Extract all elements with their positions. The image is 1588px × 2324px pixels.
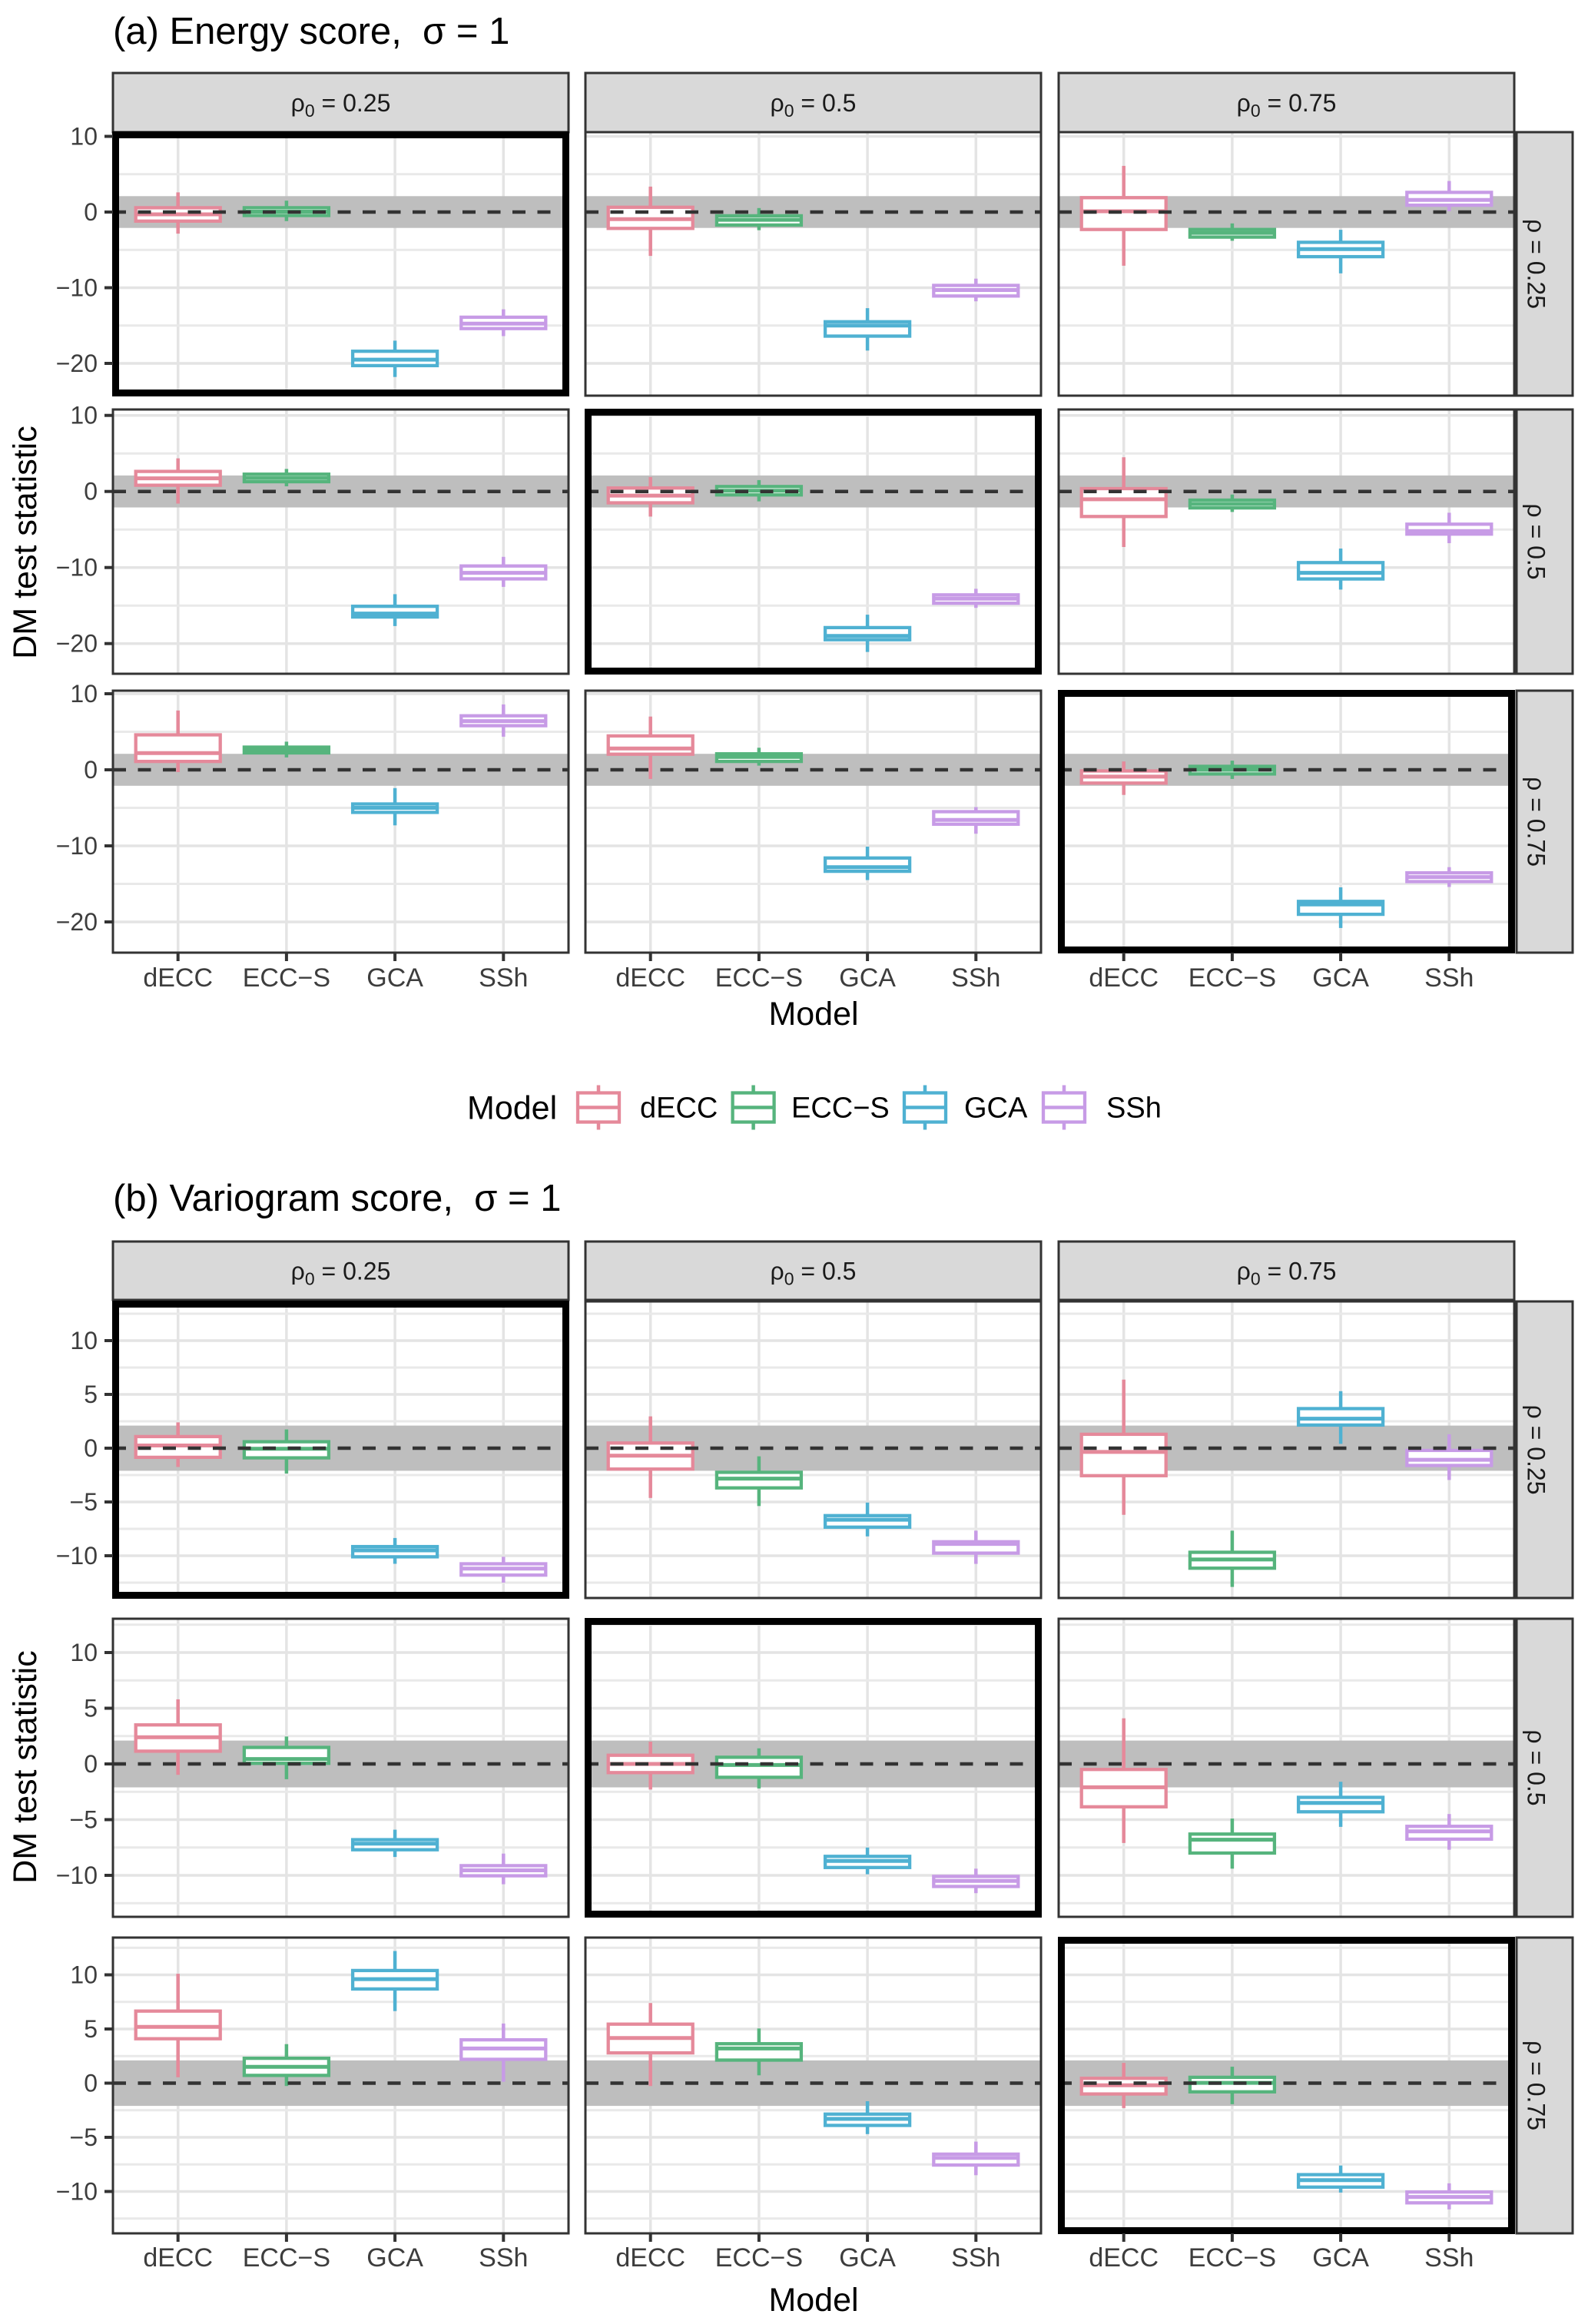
svg-text:ECC−S: ECC−S <box>1189 963 1276 993</box>
svg-text:DM test statistic: DM test statistic <box>7 426 44 658</box>
svg-text:0: 0 <box>84 756 98 784</box>
svg-text:SSh: SSh <box>479 2243 528 2273</box>
svg-text:−5: −5 <box>70 1806 98 1834</box>
svg-text:SSh: SSh <box>1424 963 1474 993</box>
svg-text:−20: −20 <box>56 630 98 658</box>
svg-text:5: 5 <box>84 1695 98 1722</box>
svg-text:ECC−S: ECC−S <box>243 2243 330 2273</box>
svg-text:ECC−S: ECC−S <box>715 963 803 993</box>
svg-text:ECC−S: ECC−S <box>243 963 330 993</box>
svg-text:SSh: SSh <box>951 963 1000 993</box>
svg-text:ρ0 = 0.5: ρ0 = 0.5 <box>771 1258 857 1289</box>
svg-text:ρ0 = 0.25: ρ0 = 0.25 <box>291 1258 391 1289</box>
svg-text:ρ = 0.5: ρ = 0.5 <box>1523 503 1550 579</box>
svg-text:ρ0 = 0.5: ρ0 = 0.5 <box>771 89 857 121</box>
svg-text:ECC−S: ECC−S <box>1189 2243 1276 2273</box>
svg-text:ρ0 = 0.25: ρ0 = 0.25 <box>291 89 391 121</box>
svg-text:(a) Energy score, σ = 1: (a) Energy score, σ = 1 <box>113 11 509 52</box>
svg-text:dECC: dECC <box>143 2243 213 2273</box>
svg-text:ρ = 0.75: ρ = 0.75 <box>1523 2041 1550 2130</box>
svg-text:−20: −20 <box>56 350 98 377</box>
svg-text:ρ = 0.25: ρ = 0.25 <box>1523 1405 1550 1495</box>
svg-text:Model: Model <box>768 996 858 1033</box>
svg-text:dECC: dECC <box>143 963 213 993</box>
svg-text:5: 5 <box>84 1381 98 1408</box>
svg-text:−5: −5 <box>70 2123 98 2151</box>
svg-text:−10: −10 <box>56 554 98 582</box>
svg-text:GCA: GCA <box>366 2243 423 2273</box>
svg-text:Model: Model <box>768 2282 858 2319</box>
svg-text:10: 10 <box>70 1327 98 1354</box>
svg-text:−10: −10 <box>56 2178 98 2206</box>
svg-text:(b) Variogram score, σ = 1: (b) Variogram score, σ = 1 <box>113 1178 562 1219</box>
svg-text:0: 0 <box>84 2070 98 2097</box>
svg-text:5: 5 <box>84 2015 98 2043</box>
svg-text:SSh: SSh <box>1106 1092 1162 1125</box>
svg-text:GCA: GCA <box>964 1092 1028 1125</box>
svg-text:ρ = 0.75: ρ = 0.75 <box>1523 777 1550 867</box>
svg-text:−10: −10 <box>56 1862 98 1889</box>
svg-text:ρ = 0.25: ρ = 0.25 <box>1523 219 1550 309</box>
svg-text:0: 0 <box>84 1434 98 1462</box>
svg-text:−10: −10 <box>56 832 98 860</box>
svg-text:GCA: GCA <box>839 963 896 993</box>
svg-text:ρ0 = 0.75: ρ0 = 0.75 <box>1237 89 1337 121</box>
svg-text:GCA: GCA <box>839 2243 896 2273</box>
svg-text:10: 10 <box>70 1961 98 1989</box>
svg-text:dECC: dECC <box>1089 2243 1159 2273</box>
svg-text:10: 10 <box>70 402 98 429</box>
svg-text:ρ = 0.5: ρ = 0.5 <box>1523 1729 1550 1805</box>
svg-text:SSh: SSh <box>479 963 528 993</box>
svg-text:−5: −5 <box>70 1488 98 1516</box>
svg-text:DM test statistic: DM test statistic <box>7 1650 44 1883</box>
svg-text:GCA: GCA <box>1312 2243 1369 2273</box>
svg-text:−10: −10 <box>56 274 98 302</box>
svg-text:dECC: dECC <box>615 2243 685 2273</box>
svg-text:dECC: dECC <box>615 963 685 993</box>
svg-text:−20: −20 <box>56 908 98 936</box>
svg-text:10: 10 <box>70 1639 98 1666</box>
svg-text:GCA: GCA <box>366 963 423 993</box>
svg-text:SSh: SSh <box>951 2243 1000 2273</box>
svg-text:ECC−S: ECC−S <box>791 1092 890 1125</box>
svg-text:Model: Model <box>467 1090 557 1127</box>
svg-text:ECC−S: ECC−S <box>715 2243 803 2273</box>
svg-text:0: 0 <box>84 198 98 226</box>
svg-text:−10: −10 <box>56 1542 98 1570</box>
svg-text:SSh: SSh <box>1424 2243 1474 2273</box>
svg-text:GCA: GCA <box>1312 963 1369 993</box>
svg-text:10: 10 <box>70 680 98 708</box>
svg-text:0: 0 <box>84 478 98 506</box>
svg-text:dECC: dECC <box>1089 963 1159 993</box>
svg-text:0: 0 <box>84 1750 98 1778</box>
svg-text:10: 10 <box>70 123 98 151</box>
svg-text:dECC: dECC <box>640 1092 718 1125</box>
